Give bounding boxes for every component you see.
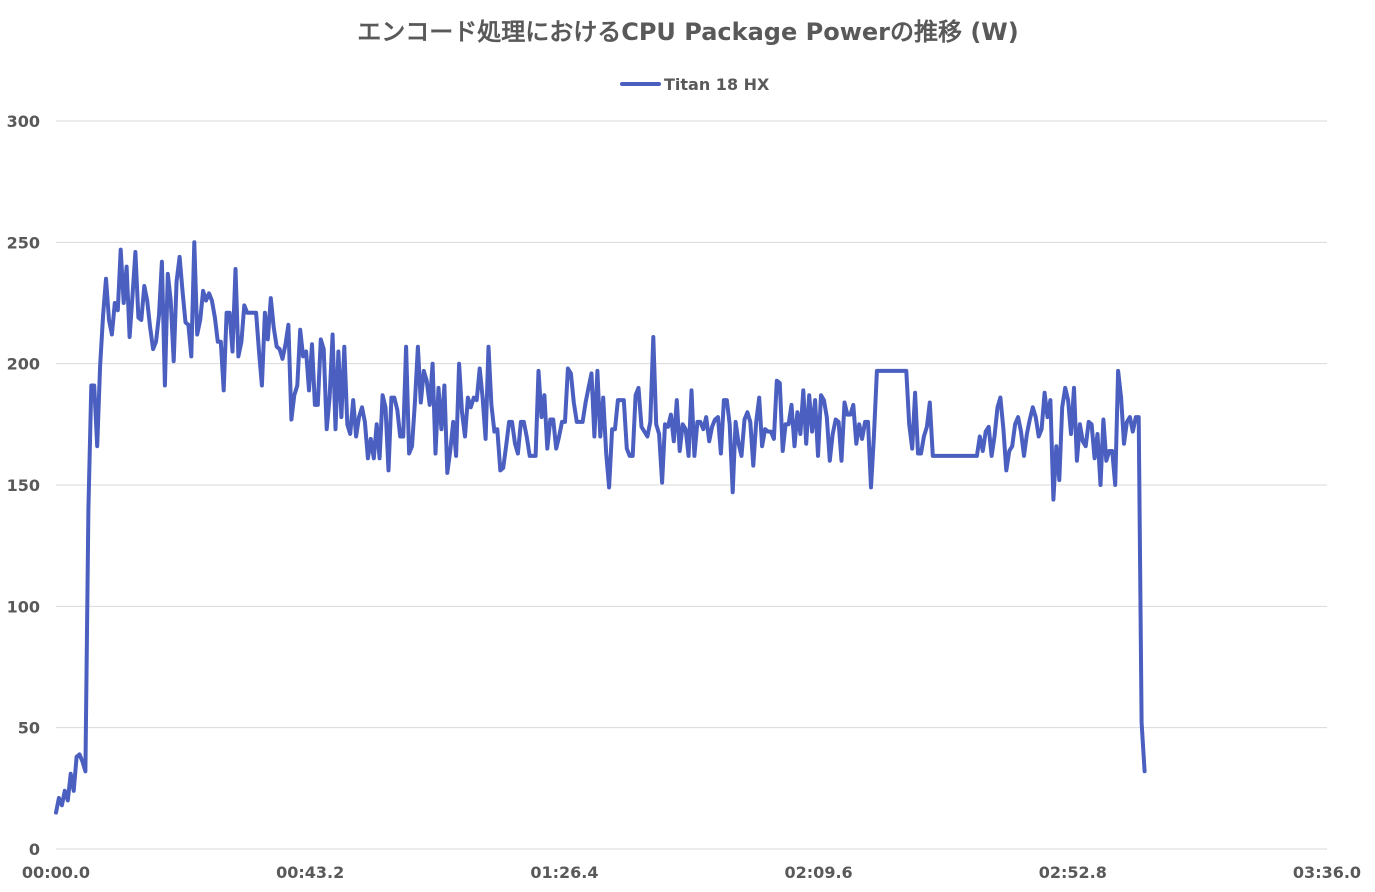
gridlines (56, 120, 1327, 850)
y-tick-label: 300 (7, 112, 40, 131)
x-tick-label: 01:26.4 (530, 863, 598, 882)
x-tick-label: 03:36.0 (1293, 863, 1361, 882)
y-tick-label: 50 (18, 719, 40, 738)
x-axis-ticks: 00:00.0 00:43.2 01:26.4 02:09.6 02:52.8 03:36… (22, 863, 1361, 882)
y-tick-label: 150 (7, 476, 40, 495)
x-tick-label: 02:52.8 (1039, 863, 1107, 882)
x-tick-label: 00:43.2 (276, 863, 344, 882)
legend-label: Titan 18 HX (664, 75, 770, 94)
y-axis-ticks: 0 50 100 150 200 250 300 (7, 112, 40, 859)
y-tick-label: 0 (29, 840, 40, 859)
y-tick-label: 200 (7, 355, 40, 374)
series-layer (54, 240, 1147, 815)
chart-title: エンコード処理におけるCPU Package Powerの推移 (W) (357, 18, 1019, 46)
x-tick-label: 00:00.0 (22, 863, 90, 882)
x-tick-label: 02:09.6 (785, 863, 853, 882)
y-tick-label: 100 (7, 597, 40, 616)
y-tick-label: 250 (7, 233, 40, 252)
legend: Titan 18 HX (620, 75, 770, 94)
series-line (54, 240, 1147, 815)
